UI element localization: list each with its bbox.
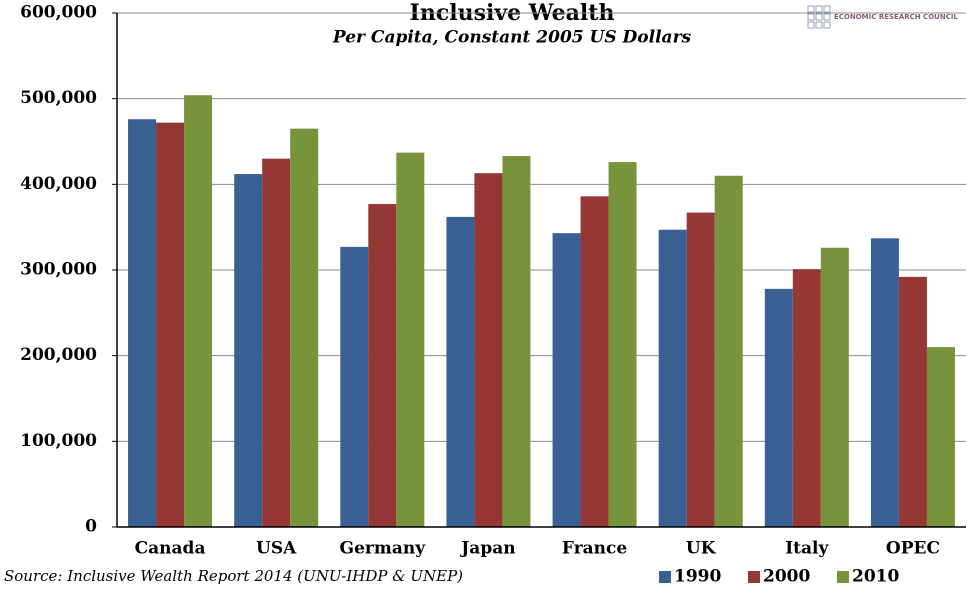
bar	[820, 247, 849, 527]
bar	[156, 122, 185, 528]
bar	[898, 276, 927, 527]
x-tick-label: USA	[256, 539, 297, 559]
bar	[926, 347, 955, 527]
x-tick-label: Germany	[340, 539, 427, 559]
bar	[580, 196, 609, 527]
logo-icon	[807, 5, 831, 29]
bar	[658, 229, 687, 527]
x-tick-label: UK	[686, 539, 717, 559]
legend-label: 1990	[674, 567, 721, 587]
bar	[502, 156, 531, 527]
bar	[714, 175, 743, 527]
bar	[764, 288, 793, 527]
x-tick-label: Canada	[135, 539, 206, 559]
y-tick-label: 500,000	[20, 88, 97, 108]
bar	[340, 246, 369, 527]
chart-subtitle: Per Capita, Constant 2005 US Dollars	[332, 28, 692, 48]
y-tick-label: 400,000	[20, 174, 97, 194]
logo-text: ECONOMIC RESEARCH COUNCIL	[834, 13, 958, 21]
x-tick-label: OPEC	[886, 539, 940, 559]
bar	[474, 173, 503, 528]
bar	[234, 174, 263, 527]
bar	[686, 212, 715, 527]
bar	[128, 119, 157, 527]
y-tick-label: 600,000	[20, 3, 97, 23]
x-tick-label: France	[562, 539, 627, 559]
bar	[446, 216, 475, 528]
legend-swatch	[748, 571, 760, 583]
bar	[870, 238, 899, 527]
bar	[262, 158, 291, 527]
legend-swatch	[837, 571, 849, 583]
legend-label: 2010	[852, 567, 899, 587]
bar	[290, 128, 319, 527]
y-tick-label: 300,000	[20, 260, 97, 280]
source-note: Source: Inclusive Wealth Report 2014 (UN…	[4, 567, 463, 585]
bar	[608, 162, 637, 527]
x-tick-label: Japan	[459, 539, 515, 559]
bar	[792, 269, 821, 527]
bar	[552, 233, 581, 527]
legend-label: 2000	[763, 567, 810, 587]
y-tick-label: 0	[85, 517, 97, 537]
legend-swatch	[659, 571, 671, 583]
bar	[368, 204, 397, 527]
bar	[396, 152, 425, 528]
x-tick-label: Italy	[785, 539, 829, 559]
y-tick-label: 100,000	[20, 431, 97, 451]
bar	[184, 95, 213, 528]
y-tick-label: 200,000	[20, 345, 97, 365]
